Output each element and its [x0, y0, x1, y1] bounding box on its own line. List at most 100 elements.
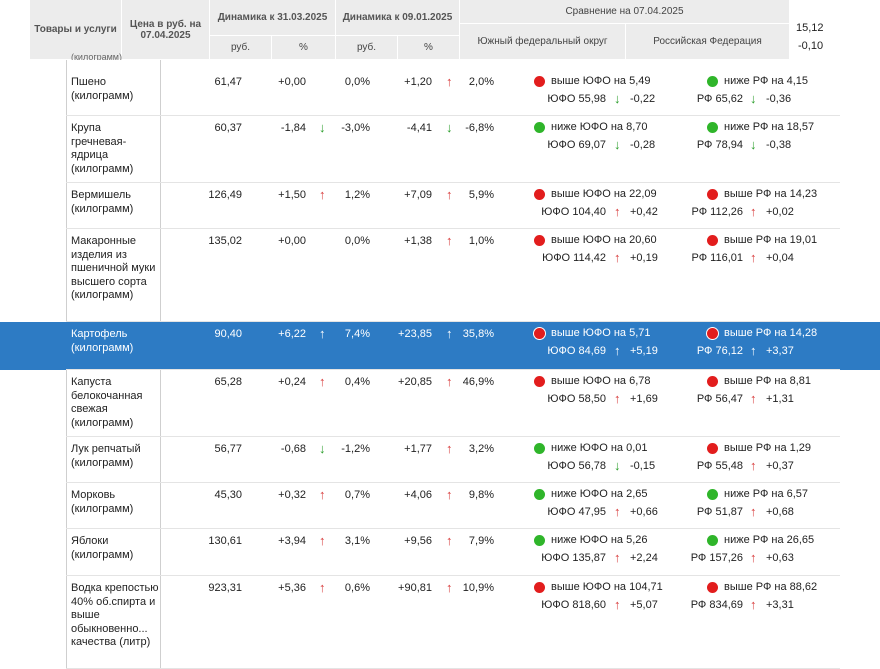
yufo-comparison: ниже ЮФО на 0,01 [551, 442, 648, 454]
table-row[interactable]: Пшено (килограмм) 61,47 +0,00 0,0% +1,20 2,0%… [0, 70, 880, 116]
dyn2-pct: 2,0% [468, 76, 494, 88]
dyn2-pct: 35,8% [462, 328, 494, 340]
table-row[interactable]: Лук репчатый (килограмм) 56,77 -0,68 -1,2% +… [0, 437, 880, 483]
table-row[interactable]: Картофель (килограмм) 90,40 +6,22 7,4% +23,8… [0, 322, 880, 370]
dyn2-pct: 1,0% [468, 235, 494, 247]
status-dot-icon [534, 76, 545, 87]
arrow-up-icon: ↑ [446, 187, 453, 202]
dyn1-pct: 0,6% [344, 582, 370, 594]
header-dyn2[interactable]: Динамика к 09.01.2025 [336, 0, 460, 36]
dyn1-pct: 3,1% [344, 535, 370, 547]
row-divider [66, 228, 840, 229]
dyn2-rub: +4,06 [404, 489, 432, 501]
yufo-delta: +5,07 [630, 599, 658, 611]
price-value: 90,40 [214, 328, 242, 340]
table-row[interactable]: Вермишель (килограмм) 126,49 +1,50 1,2% +7,0… [0, 183, 880, 229]
yufo-comparison: ниже ЮФО на 2,65 [551, 488, 648, 500]
price-value: 923,31 [208, 582, 242, 594]
status-dot-icon [534, 122, 545, 133]
product-name: Пшено (килограмм) [71, 76, 134, 102]
yufo-delta: +0,42 [630, 206, 658, 218]
header-russia[interactable]: Российская Федерация [626, 24, 790, 60]
arrow-down-icon: ↓ [319, 120, 326, 135]
table-row[interactable]: Крупа гречневая-ядрица (килограмм) 60,37 -… [0, 116, 880, 183]
status-dot-icon [707, 76, 718, 87]
arrow-up-icon: ↑ [319, 326, 326, 341]
table-row[interactable]: Морковь (килограмм) 45,30 +0,32 0,7% +4,06 9,… [0, 483, 880, 529]
arrow-up-icon: ↑ [750, 597, 757, 612]
rf-value: РФ 76,12 [696, 345, 743, 357]
row-divider [66, 182, 840, 183]
arrow-up-icon: ↑ [319, 580, 326, 595]
header-rub2: руб. [336, 36, 398, 60]
status-dot-icon [707, 235, 718, 246]
product-name: Картофель (килограмм) [71, 328, 134, 354]
dyn2-rub: +9,56 [404, 535, 432, 547]
dyn2-rub: +1,77 [404, 443, 432, 455]
yufo-delta: -0,28 [630, 139, 656, 151]
rf-comparison: ниже РФ на 4,15 [724, 75, 809, 87]
rf-value: РФ 834,69 [690, 599, 743, 611]
dyn2-pct: 9,8% [468, 489, 494, 501]
row-divider [66, 115, 840, 116]
arrow-up-icon: ↑ [614, 391, 621, 406]
yufo-value: ЮФО 818,60 [541, 599, 606, 611]
product-name: Морковь (килограмм) [71, 489, 134, 515]
row-divider [66, 321, 840, 322]
arrow-up-icon: ↑ [446, 326, 453, 341]
dyn1-rub: -1,84 [280, 122, 306, 134]
yufo-comparison: выше ЮФО на 20,60 [551, 234, 657, 246]
row-divider [66, 482, 840, 483]
dyn2-pct: 7,9% [468, 535, 494, 547]
arrow-up-icon: ↑ [446, 533, 453, 548]
dyn1-rub: +0,00 [278, 235, 306, 247]
row-divider [66, 528, 840, 529]
rf-comparison: ниже РФ на 26,65 [724, 534, 815, 546]
rf-value: РФ 78,94 [696, 139, 743, 151]
table-header: Товары и услуги Цена в руб. на 07.04.202… [0, 0, 790, 60]
header-goods[interactable]: Товары и услуги [30, 0, 122, 60]
arrow-up-icon: ↑ [614, 550, 621, 565]
header-price[interactable]: Цена в руб. на 07.04.2025 [122, 0, 210, 60]
partial-row-label: (килограмм) [71, 52, 122, 60]
product-name: Лук репчатый (килограмм) [71, 443, 141, 469]
arrow-up-icon: ↑ [750, 204, 757, 219]
arrow-up-icon: ↑ [750, 391, 757, 406]
price-value: 130,61 [208, 535, 242, 547]
yufo-delta: +0,66 [630, 506, 658, 518]
rf-value: РФ 55,48 [696, 460, 743, 472]
arrow-up-icon: ↑ [446, 487, 453, 502]
product-name: Водка крепостью 40% об.спирта и выше обы… [71, 582, 159, 648]
dyn1-rub: -0,68 [280, 443, 306, 455]
status-dot-icon [707, 189, 718, 200]
table-row[interactable]: Яблоки (килограмм) 130,61 +3,94 3,1% +9,56 7,… [0, 529, 880, 576]
table-row[interactable]: Водка крепостью 40% об.спирта и выше обы… [0, 576, 880, 669]
arrow-down-icon: ↓ [614, 91, 621, 106]
yufo-value: ЮФО 104,40 [541, 206, 606, 218]
header-south[interactable]: Южный федеральный округ [460, 24, 626, 60]
rf-comparison: выше РФ на 8,81 [724, 375, 812, 387]
table-row[interactable]: Капуста белокочанная свежая (килограмм) 6… [0, 370, 880, 437]
header-dyn1[interactable]: Динамика к 31.03.2025 [210, 0, 336, 36]
arrow-up-icon: ↑ [446, 580, 453, 595]
status-dot-icon [534, 535, 545, 546]
arrow-up-icon: ↑ [446, 374, 453, 389]
status-dot-icon [707, 582, 718, 593]
dyn1-pct: 0,4% [344, 376, 370, 388]
header-rub1: руб. [210, 36, 272, 60]
yufo-comparison: выше ЮФО на 6,78 [551, 375, 651, 387]
table-row[interactable]: Макаронные изделия из пшеничной муки выс… [0, 229, 880, 322]
rf-comparison: выше РФ на 19,01 [724, 234, 818, 246]
dyn1-pct: 0,0% [344, 76, 370, 88]
rf-value: РФ 112,26 [691, 206, 743, 218]
yufo-comparison: ниже ЮФО на 5,26 [551, 534, 648, 546]
row-divider [66, 369, 840, 370]
rf-comparison: ниже РФ на 18,57 [724, 121, 815, 133]
rf-delta: -0,38 [766, 139, 792, 151]
rf-value: РФ 56,47 [696, 393, 743, 405]
header-compare: Сравнение на 07.04.2025 [460, 0, 790, 24]
arrow-down-icon: ↓ [614, 137, 621, 152]
yufo-comparison: выше ЮФО на 104,71 [551, 581, 663, 593]
yufo-delta: +1,69 [630, 393, 658, 405]
rf-value: РФ 65,62 [696, 93, 743, 105]
